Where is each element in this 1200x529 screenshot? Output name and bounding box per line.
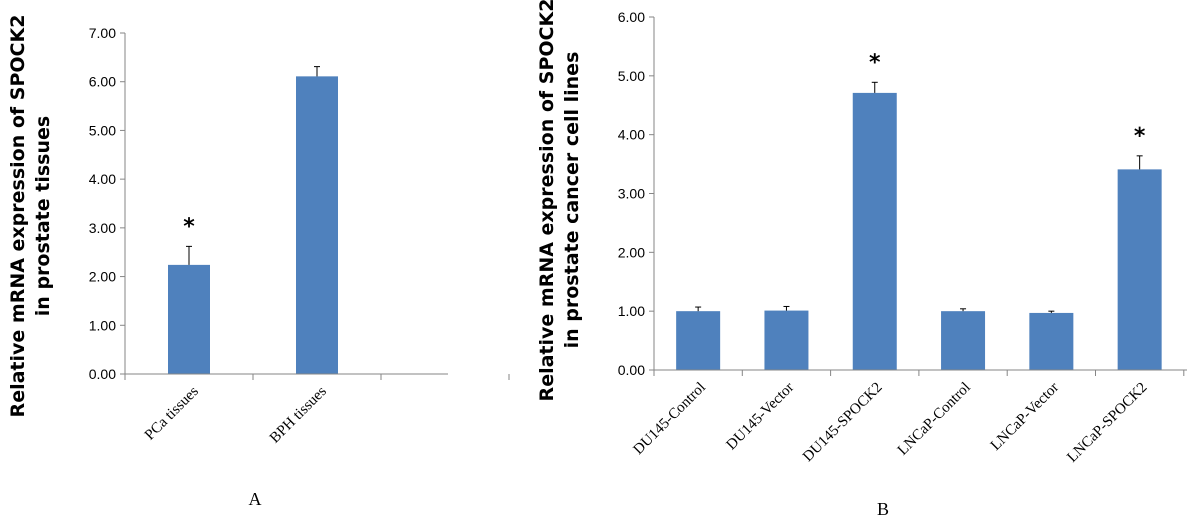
x-tick-label: LNCaP-Control <box>895 380 974 459</box>
y-tick-label: 2.00 <box>618 244 645 260</box>
significance-marker: * <box>869 50 881 75</box>
x-axis: DU145-Control DU145-Vector DU145-SPOCK2 LNC… <box>630 369 1187 466</box>
y-tick-label: 0.00 <box>618 362 645 378</box>
y-tick-label: 5.00 <box>89 122 116 138</box>
y-tick-label: 4.00 <box>89 171 116 187</box>
y-axis-title-line2: in prostate tissues <box>32 116 54 316</box>
x-tick-label: DU145-Control <box>630 380 708 458</box>
bar <box>852 92 897 371</box>
y-axis-title-line1: Relative mRNA expression of SPOCK2 <box>536 0 558 401</box>
y-axis-title-line2: in prostate cancer cell lines <box>561 52 583 349</box>
bar <box>296 76 338 374</box>
significance-marker: * <box>183 214 195 239</box>
chart-panel-a: Relative mRNA expression of SPOCK2 in pr… <box>7 15 510 509</box>
x-tick-label: PCa tissues <box>142 383 202 443</box>
y-tick-label: 1.00 <box>618 303 645 319</box>
chart-panel-b: Relative mRNA expression of SPOCK2 in pr… <box>536 0 1187 519</box>
y-axis: 0.00 1.00 2.00 3.00 4.00 5.00 6.00 7.00 <box>89 25 126 382</box>
y-tick-label: 7.00 <box>89 25 116 41</box>
y-tick-label: 1.00 <box>89 317 116 333</box>
y-tick-label: 3.00 <box>89 220 116 236</box>
y-tick-label: 6.00 <box>89 74 116 90</box>
y-axis: 0.00 1.00 2.00 3.00 4.00 5.00 6.00 <box>618 9 655 378</box>
bar <box>676 311 721 370</box>
panel-label-b: B <box>877 499 889 519</box>
bar <box>1117 169 1162 370</box>
bar <box>941 311 986 370</box>
significance-marker: * <box>1134 124 1146 149</box>
x-tick-label: BPH tissues <box>267 383 330 446</box>
bars: * <box>168 66 338 374</box>
x-tick-label: DU145-SPOCK2 <box>800 380 886 466</box>
bar <box>1029 312 1074 370</box>
x-tick-label: DU145-Vector <box>724 380 798 454</box>
y-tick-label: 4.00 <box>618 127 645 143</box>
y-tick-label: 6.00 <box>618 9 645 25</box>
y-tick-label: 5.00 <box>618 68 645 84</box>
bars: ** <box>676 50 1162 371</box>
y-axis-title-line1: Relative mRNA expression of SPOCK2 <box>7 15 29 418</box>
x-axis: PCa tissues BPH tissues <box>124 373 510 446</box>
bar <box>764 310 809 370</box>
bar <box>168 264 210 374</box>
x-tick-label: LNCaP-Vector <box>988 380 1062 454</box>
y-tick-label: 3.00 <box>618 186 645 202</box>
panel-label-a: A <box>249 489 262 509</box>
x-tick-label: LNCaP-SPOCK2 <box>1064 380 1150 466</box>
y-tick-label: 0.00 <box>89 366 116 382</box>
y-tick-label: 2.00 <box>89 269 116 285</box>
